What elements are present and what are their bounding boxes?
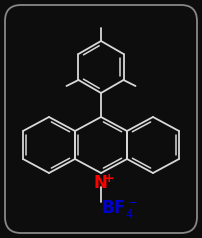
Text: N: N (93, 174, 107, 192)
Text: +: + (104, 172, 114, 184)
Text: BF$_4^-$: BF$_4^-$ (101, 198, 138, 220)
